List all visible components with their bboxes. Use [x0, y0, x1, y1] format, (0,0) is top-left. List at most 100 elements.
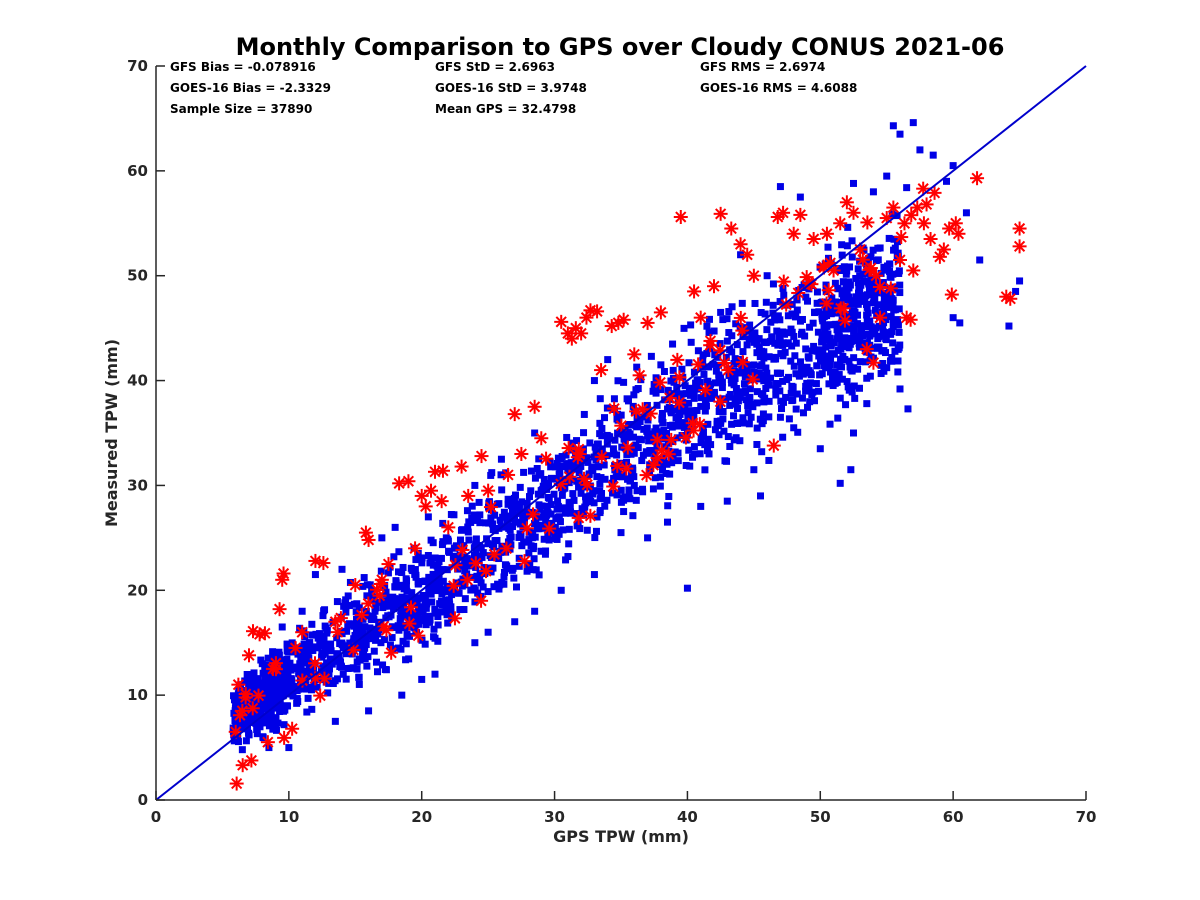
blue-square-point [673, 406, 681, 414]
blue-square-point [746, 393, 754, 401]
blue-square-point [519, 523, 527, 531]
blue-square-point [726, 401, 734, 409]
blue-square-point [627, 449, 635, 457]
blue-square-point [462, 562, 470, 570]
blue-square-point [629, 512, 637, 520]
blue-square-point [294, 698, 302, 706]
blue-square-point [826, 321, 834, 329]
red-asterisk-point [837, 313, 852, 328]
blue-square-point [493, 500, 501, 508]
blue-square-point [738, 365, 746, 373]
blue-square-point [738, 369, 746, 377]
blue-square-point [728, 332, 736, 340]
red-asterisk-point [713, 394, 728, 409]
blue-square-point [687, 321, 695, 329]
blue-square-point [848, 237, 856, 245]
blue-square-point [279, 707, 287, 715]
blue-square-point [818, 313, 826, 321]
blue-square-point [565, 540, 573, 548]
blue-square-point [831, 368, 839, 376]
blue-square-point [860, 277, 868, 285]
red-asterisk-point [872, 279, 887, 294]
red-asterisk-point [919, 197, 934, 212]
blue-square-point [527, 467, 535, 475]
blue-square-point [386, 641, 394, 649]
red-asterisk-point [514, 446, 529, 461]
blue-square-point [473, 516, 481, 524]
blue-square-point [785, 373, 793, 381]
blue-square-point [895, 305, 903, 313]
red-asterisk-point [348, 578, 363, 593]
red-asterisk-point [873, 310, 888, 325]
blue-square-point [511, 618, 519, 626]
blue-square-point [471, 598, 479, 606]
blue-square-point [854, 365, 862, 373]
blue-square-point [801, 332, 809, 340]
blue-square-point [864, 278, 872, 286]
red-asterisk-point [616, 312, 631, 327]
blue-square-point [242, 737, 250, 745]
x-tick-label: 50 [810, 808, 831, 826]
blue-square-point [274, 719, 282, 727]
red-asterisk-point [821, 283, 836, 298]
blue-square-point [280, 660, 288, 668]
blue-square-point [512, 583, 520, 591]
blue-square-point [275, 696, 283, 704]
blue-square-point [796, 193, 804, 201]
blue-square-point [558, 491, 566, 499]
blue-square-point [600, 461, 608, 469]
blue-square-point [543, 479, 551, 487]
blue-square-point [722, 353, 730, 361]
blue-square-point [811, 397, 819, 405]
blue-square-point [722, 396, 730, 404]
blue-square-point [484, 588, 492, 596]
blue-square-point [756, 415, 764, 423]
blue-square-point [498, 542, 506, 550]
blue-square-point [756, 371, 764, 379]
blue-square-point [845, 284, 853, 292]
blue-square-point [820, 322, 828, 330]
blue-square-point [322, 678, 330, 686]
blue-square-point [557, 586, 565, 594]
blue-square-point [538, 486, 546, 494]
red-asterisk-point [542, 521, 557, 536]
blue-square-point [688, 407, 696, 415]
blue-square-point [354, 630, 362, 638]
blue-square-point [831, 279, 839, 287]
red-asterisk-point [1012, 221, 1027, 236]
blue-square-point [573, 522, 581, 530]
blue-square-point [753, 399, 761, 407]
red-asterisk-point [561, 441, 576, 456]
blue-square-point [838, 251, 846, 259]
red-asterisk-point [833, 301, 848, 316]
blue-square-point [673, 383, 681, 391]
blue-square-point [590, 377, 598, 385]
red-asterisk-point [776, 205, 791, 220]
y-tick-label: 20 [127, 581, 148, 599]
blue-square-point [740, 380, 748, 388]
y-tick-label: 10 [127, 686, 148, 704]
y-axis-label: Measured TPW (mm) [102, 339, 121, 527]
red-asterisk-point [507, 407, 522, 422]
red-asterisk-point [554, 314, 569, 329]
blue-square-point [788, 397, 796, 405]
blue-square-point [411, 570, 419, 578]
red-asterisk-point [276, 566, 291, 581]
blue-square-point [832, 320, 840, 328]
blue-square-point [678, 365, 686, 373]
blue-square-point [856, 358, 864, 366]
blue-square-point [372, 636, 380, 644]
blue-square-point [398, 581, 406, 589]
blue-square-point [520, 538, 528, 546]
blue-square-point [382, 590, 390, 598]
blue-square-point [669, 422, 677, 430]
blue-square-point [339, 644, 347, 652]
blue-square-point [891, 306, 899, 314]
blue-square-point [887, 303, 895, 311]
red-asterisk-point [673, 209, 688, 224]
blue-square-point [274, 687, 282, 695]
blue-square-point [583, 526, 591, 534]
blue-square-point [750, 466, 758, 474]
blue-square-point [657, 361, 665, 369]
blue-square-point [508, 523, 516, 531]
